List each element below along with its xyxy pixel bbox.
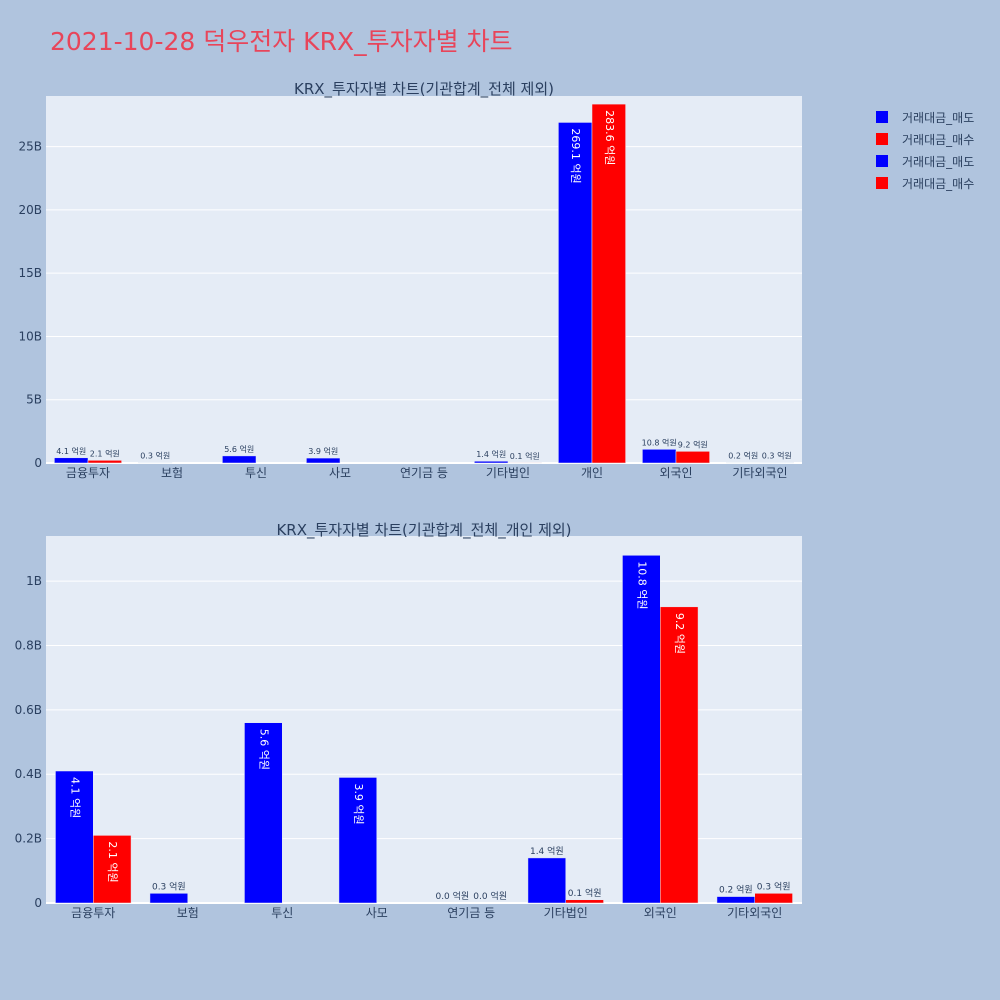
- bar: [149, 893, 188, 904]
- bar: [565, 899, 604, 904]
- x-tick-label: 외국인: [659, 466, 692, 480]
- data-label: 0.2 억원: [728, 451, 758, 461]
- data-label: 0.1 억원: [510, 451, 540, 461]
- data-label: 2.1 억원: [106, 841, 119, 882]
- data-label: 4.1 억원: [56, 446, 86, 456]
- x-tick-label: 기타법인: [486, 466, 530, 480]
- legend-item-buy-1[interactable]: 거래대금_매수: [876, 128, 974, 150]
- legend-item-sell-2[interactable]: 거래대금_매도: [876, 150, 974, 172]
- x-tick-label: 기타법인: [544, 906, 588, 920]
- data-label: 3.9 억원: [308, 446, 338, 456]
- legend-swatch-sell: [876, 111, 888, 123]
- chart-1: 0 5B 10B 15B 20B 25B KRX_투자자별 차트(기관합계_전체 제외) 금융…: [18, 80, 802, 480]
- data-label: 0.3 억원: [152, 880, 186, 892]
- chart-title: KRX_투자자별 차트(기관합계_전체_개인 제외): [276, 521, 571, 540]
- y-tick-label: 5B: [26, 393, 42, 407]
- y-tick-label: 0: [34, 456, 42, 470]
- data-label: 0.2 억원: [719, 884, 753, 896]
- x-tick-label: 개인: [581, 466, 603, 480]
- bar: [474, 460, 509, 464]
- y-tick-label: 15B: [18, 266, 42, 280]
- data-label: 1.4 억원: [476, 449, 506, 459]
- data-label: 0.3 억원: [757, 880, 791, 892]
- data-label: 9.2 억원: [678, 439, 708, 449]
- y-tick-label: 0.6B: [15, 703, 42, 717]
- bar: [660, 606, 699, 904]
- data-label: 5.6 억원: [257, 729, 270, 770]
- bar: [306, 457, 341, 464]
- bar: [716, 896, 756, 904]
- data-label: 10.8 억원: [642, 437, 677, 447]
- legend-swatch-buy: [876, 133, 888, 145]
- legend[interactable]: 거래대금_매도 거래대금_매수 거래대금_매도 거래대금_매수: [876, 106, 974, 194]
- bar: [87, 460, 122, 464]
- x-tick-label: 보험: [161, 466, 183, 480]
- bar: [675, 451, 710, 464]
- chart-title: KRX_투자자별 차트(기관합계_전체 제외): [294, 80, 554, 99]
- x-tick-label: 사모: [366, 906, 388, 920]
- y-tick-label: 10B: [18, 329, 42, 343]
- bar: [244, 722, 283, 904]
- bar: [591, 103, 626, 464]
- legend-swatch-sell: [876, 155, 888, 167]
- bar: [622, 555, 661, 904]
- data-label: 0.1 억원: [568, 887, 602, 899]
- page-title: 2021-10-28 덕우전자 KRX_투자자별 차트: [50, 27, 513, 56]
- x-tick-label: 금융투자: [66, 466, 110, 480]
- x-tick-label: 기타외국인: [727, 906, 782, 920]
- y-tick-label: 0.2B: [15, 832, 42, 846]
- data-label: 0.3 억원: [762, 451, 792, 461]
- data-label: 2.1 억원: [90, 448, 120, 458]
- plot-background: [46, 96, 802, 463]
- bar: [54, 457, 89, 464]
- data-label: 269.1 억원: [569, 128, 582, 183]
- y-tick-label: 0.4B: [15, 767, 42, 781]
- chart-2: 0 0.2B 0.4B 0.6B 0.8B 1B KRX_투자자별 차트(기관합계_전체_개…: [15, 521, 802, 920]
- x-tick-label: 보험: [177, 906, 199, 920]
- bar: [222, 455, 257, 464]
- legend-item-buy-2[interactable]: 거래대금_매수: [876, 172, 974, 194]
- data-label: 10.8 억원: [635, 561, 648, 609]
- x-tick-label: 연기금 등: [400, 466, 448, 480]
- data-label: 4.1 억원: [68, 777, 81, 818]
- bar: [527, 857, 567, 904]
- bar: [338, 777, 378, 904]
- x-tick-label: 외국인: [644, 906, 677, 920]
- data-label: 0.0 억원: [473, 890, 507, 902]
- y-tick-label: 25B: [18, 140, 42, 154]
- data-label: 1.4 억원: [530, 845, 564, 857]
- legend-label: 거래대금_매도: [902, 110, 975, 125]
- data-label: 283.6 억원: [603, 110, 616, 165]
- y-tick-label: 1B: [26, 574, 42, 588]
- data-label: 0.0 억원: [435, 890, 469, 902]
- bar: [642, 449, 677, 464]
- legend-label: 거래대금_매수: [902, 176, 975, 191]
- y-tick-label: 0: [34, 896, 42, 910]
- legend-item-sell-1[interactable]: 거래대금_매도: [876, 106, 974, 128]
- bar: [93, 835, 132, 904]
- x-tick-label: 투신: [245, 466, 267, 480]
- x-tick-label: 투신: [271, 906, 293, 920]
- legend-swatch-buy: [876, 177, 888, 189]
- data-label: 5.6 억원: [224, 444, 254, 454]
- x-tick-label: 사모: [329, 466, 351, 480]
- y-tick-label: 20B: [18, 203, 42, 217]
- x-tick-label: 기타외국인: [732, 466, 787, 480]
- legend-label: 거래대금_매도: [902, 154, 975, 169]
- data-label: 9.2 억원: [673, 613, 686, 654]
- bar: [55, 770, 94, 904]
- x-tick-label: 연기금 등: [447, 906, 495, 920]
- data-label: 3.9 억원: [352, 783, 365, 824]
- data-label: 0.3 억원: [140, 451, 170, 461]
- legend-label: 거래대금_매수: [902, 132, 975, 147]
- y-tick-label: 0.8B: [15, 638, 42, 652]
- bar: [754, 893, 793, 904]
- x-tick-label: 금융투자: [71, 906, 115, 920]
